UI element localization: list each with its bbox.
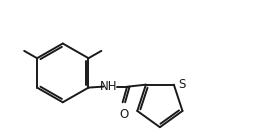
Text: S: S [178, 78, 185, 91]
Text: NH: NH [100, 80, 117, 93]
Text: O: O [120, 108, 129, 121]
